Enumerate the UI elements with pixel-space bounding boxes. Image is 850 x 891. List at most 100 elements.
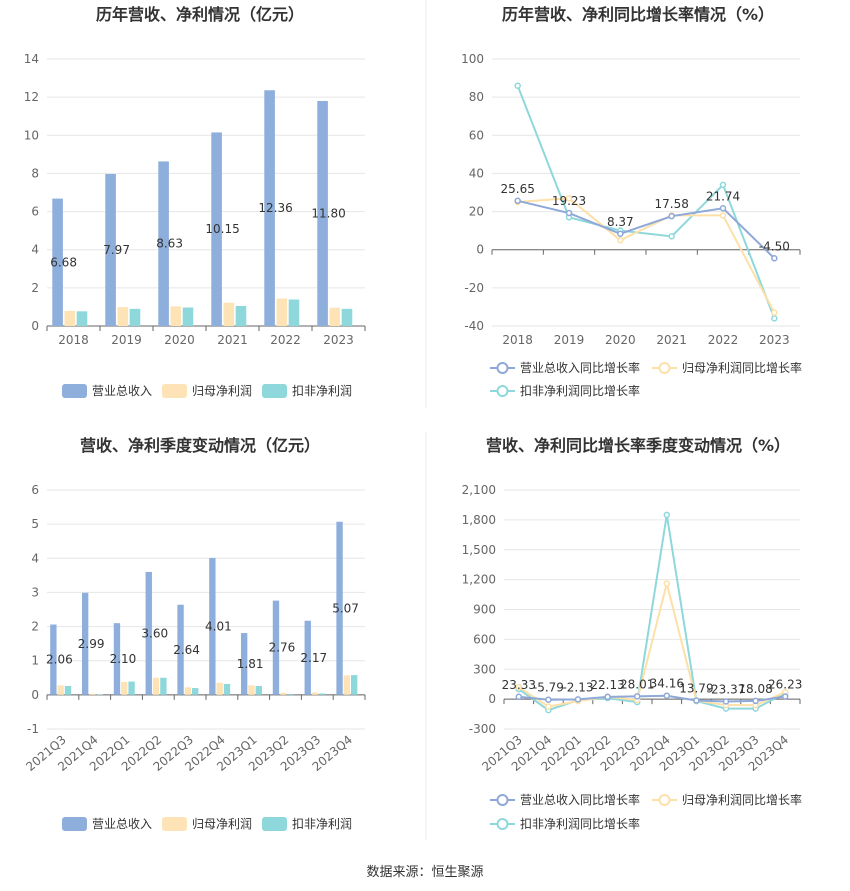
bar: [223, 302, 235, 326]
bar: [288, 299, 300, 326]
data-label: 13.79: [679, 681, 713, 695]
bar: [52, 198, 63, 326]
legend-swatch: [62, 817, 87, 831]
data-point: [545, 703, 552, 710]
data-label: 26.23: [768, 678, 802, 692]
bar: [336, 521, 343, 695]
x-tick-label: 2021: [217, 333, 248, 347]
data-label: -2.13: [562, 680, 593, 694]
series-line: [516, 85, 776, 319]
legend-marker: [496, 818, 509, 830]
bar: [211, 132, 222, 326]
y-tick-label: 10: [24, 128, 39, 142]
series-line: [517, 197, 776, 314]
x-tick-label: 2023: [759, 333, 790, 347]
bar: [240, 633, 248, 695]
data-label: -4.50: [759, 239, 790, 253]
series-line: [517, 199, 776, 260]
data-point: [693, 697, 700, 704]
y-tick-label: 60: [469, 128, 484, 142]
bar: [341, 308, 353, 326]
x-tick-label: 2018: [58, 333, 89, 347]
quarterly-revenue-profit-chart: 营收、净利季度变动情况（亿元）-101234562021Q32021Q42022…: [23, 436, 366, 831]
data-label: 5.07: [332, 601, 359, 615]
x-tick-label: 2022: [270, 333, 301, 347]
legend-marker: [496, 794, 509, 806]
bar: [223, 683, 231, 695]
data-point: [545, 696, 552, 703]
data-point: [617, 230, 624, 238]
y-tick-label: 2,100: [462, 483, 496, 497]
y-tick-label: 0: [31, 319, 39, 333]
bar: [311, 692, 319, 695]
bar: [255, 685, 262, 695]
y-tick-label: 14: [24, 52, 39, 66]
bar: [304, 620, 311, 695]
data-label: 19.23: [552, 194, 586, 208]
quarterly-growth-rate-chart: 营收、净利同比增长率季度变动情况（%） -300 0 300 600 900 1,200 1,…: [462, 436, 803, 831]
y-tick-label: 4: [31, 243, 39, 257]
data-label: 1.81: [237, 657, 264, 671]
bar: [50, 624, 57, 695]
data-label: 8.37: [607, 215, 634, 229]
data-label: 7.97: [103, 243, 130, 257]
bar: [287, 694, 294, 695]
data-label: 18.08: [738, 682, 772, 696]
data-point: [574, 696, 582, 703]
legend-label: 扣非净利润: [292, 384, 352, 398]
x-tick-label: 2021: [656, 333, 687, 347]
data-label: 4.01: [205, 619, 232, 633]
x-tick-label: 2022: [708, 333, 739, 347]
bar: [276, 298, 288, 326]
y-tick-label: 1,200: [462, 573, 496, 587]
data-point: [515, 693, 523, 701]
data-label: 6.68: [50, 255, 77, 269]
legend-label: 归母净利润同比增长率: [682, 360, 802, 375]
chart-title: 历年营收、净利同比增长率情况（%）: [502, 5, 774, 24]
y-tick-label: 80: [469, 90, 484, 104]
y-tick-label: 0: [31, 688, 39, 702]
legend-label: 归母净利润: [192, 817, 252, 831]
bar: [192, 688, 199, 695]
data-source-note: 数据来源：恒生聚源: [366, 865, 483, 880]
y-tick-label: -1: [27, 722, 39, 736]
data-label: 34.16: [650, 677, 684, 691]
data-point: [514, 197, 521, 205]
data-label: 8.63: [156, 237, 183, 251]
data-point: [752, 697, 759, 705]
bar: [64, 685, 72, 695]
legend-label: 营业总收入: [92, 817, 152, 831]
legend-label: 营业总收入同比增长率: [520, 792, 640, 807]
y-tick-label: 6: [31, 483, 39, 497]
y-tick-label: 8: [31, 166, 39, 180]
bar: [96, 694, 103, 696]
series-line: [518, 514, 786, 712]
data-label: 2.17: [300, 651, 327, 665]
bar: [129, 308, 141, 326]
legend-label: 扣非净利润同比增长率: [520, 816, 640, 831]
data-label: 2.64: [173, 643, 200, 657]
data-point: [663, 692, 671, 699]
bar: [272, 600, 280, 695]
bar: [57, 685, 64, 695]
bar: [248, 685, 255, 695]
data-label: 17.58: [654, 197, 688, 211]
legend-label: 归母净利润同比增长率: [682, 792, 802, 807]
y-tick-label: 100: [461, 52, 484, 66]
y-tick-label: 20: [469, 205, 484, 219]
data-point: [668, 212, 675, 220]
legend-marker: [658, 362, 671, 374]
data-point: [604, 693, 611, 701]
data-label: 10.15: [205, 222, 239, 236]
data-point: [565, 194, 573, 202]
y-tick-label: 900: [473, 603, 496, 617]
legend-swatch: [262, 384, 287, 398]
y-tick-label: 40: [469, 166, 484, 180]
bar: [216, 682, 223, 695]
bar: [158, 161, 169, 326]
y-tick-label: 1: [31, 654, 39, 668]
bar: [152, 677, 160, 695]
data-point: [771, 315, 778, 322]
bar: [121, 681, 128, 695]
